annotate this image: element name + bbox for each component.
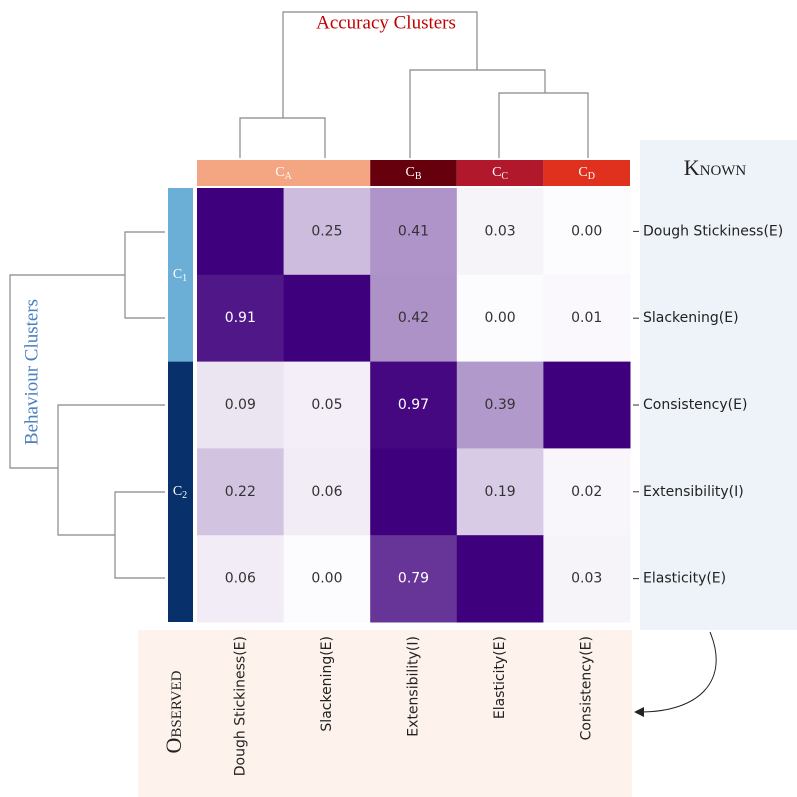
cell — [456, 361, 544, 449]
cell — [283, 274, 371, 363]
col-cluster-bar — [456, 160, 544, 186]
cell — [370, 361, 458, 449]
left-dendrogram — [9, 231, 165, 579]
cell — [370, 535, 458, 623]
cluster-letter: C — [405, 165, 414, 180]
cell — [543, 535, 631, 623]
cell — [197, 274, 285, 363]
row-label: Extensibility(I) — [643, 484, 744, 500]
cluster-sub: D — [588, 171, 595, 182]
cell-label: 0.39 — [485, 397, 516, 413]
cluster-sub: 2 — [182, 490, 187, 501]
cell-label: 0.00 — [311, 571, 342, 587]
col-cluster-label: CA — [275, 165, 292, 182]
known-label: Known — [684, 155, 747, 180]
cell-label: 0.06 — [311, 484, 342, 500]
row-cluster-bar — [168, 361, 193, 622]
cell — [456, 448, 544, 536]
cell-label: 0.03 — [571, 571, 602, 587]
y-axis-title: Behaviour Clusters — [21, 299, 42, 445]
cell-label: 0.97 — [398, 397, 429, 413]
cell-label: 0.01 — [571, 310, 602, 326]
cluster-letter: C — [578, 165, 587, 180]
row-label: Consistency(E) — [643, 397, 747, 413]
cluster-letter: C — [173, 484, 182, 499]
row-cluster-label: C2 — [173, 484, 187, 501]
cell-label: 0.05 — [311, 397, 342, 413]
cell-label: 0.79 — [398, 571, 429, 587]
cell — [543, 361, 631, 449]
cell — [197, 535, 285, 623]
cell — [543, 448, 631, 536]
cell-label: 0.06 — [225, 571, 256, 587]
col-label: Dough Stickiness(E) — [232, 636, 248, 776]
cluster-sub: 1 — [182, 273, 187, 284]
col-cluster-label: CB — [405, 165, 421, 182]
col-label: Slackening(E) — [319, 636, 335, 732]
cell-label: 0.91 — [225, 310, 256, 326]
cell-label: 0.00 — [571, 223, 602, 239]
row-label: Dough Stickiness(E) — [643, 223, 783, 239]
cell — [456, 535, 544, 623]
col-label: Elasticity(E) — [492, 636, 508, 719]
cell — [370, 188, 458, 276]
cell-label: 0.09 — [225, 397, 256, 413]
cell — [283, 361, 371, 449]
cell — [456, 188, 544, 276]
col-cluster-label: CC — [492, 165, 508, 182]
cell — [283, 448, 371, 536]
observed-panel — [138, 630, 632, 797]
row-label: Slackening(E) — [643, 310, 739, 326]
cell-label: 0.25 — [311, 223, 342, 239]
cell — [197, 361, 285, 449]
col-cluster-bar — [543, 160, 630, 186]
observed-label: Observed — [161, 670, 186, 753]
cluster-sub: A — [285, 171, 293, 182]
col-label: Consistency(E) — [579, 636, 595, 740]
cell-label: 0.00 — [485, 310, 516, 326]
row-cluster-label: C1 — [173, 267, 187, 284]
cluster-letter: C — [275, 165, 284, 180]
col-cluster-bar — [197, 160, 371, 186]
cluster-letter: C — [173, 267, 182, 282]
top-dendrogram — [239, 11, 589, 158]
cell-label: 0.42 — [398, 310, 429, 326]
cluster-sub: C — [501, 171, 508, 182]
col-label: Extensibility(I) — [406, 636, 422, 737]
cell — [283, 188, 371, 276]
cell-label: 0.03 — [485, 223, 516, 239]
arrow — [639, 631, 717, 713]
cell — [197, 188, 285, 276]
cell — [370, 274, 458, 363]
cell — [370, 448, 458, 536]
known-panel — [640, 140, 797, 630]
row-label: Elasticity(E) — [643, 571, 726, 587]
cell — [456, 274, 544, 363]
cluster-sub: B — [415, 171, 422, 182]
col-cluster-label: CD — [578, 165, 595, 182]
cell — [543, 188, 631, 276]
cell-label: 0.19 — [485, 484, 516, 500]
row-cluster-bar — [168, 188, 193, 362]
arrowhead — [634, 707, 644, 717]
cell — [283, 535, 371, 623]
cell — [197, 448, 285, 536]
col-cluster-bar — [370, 160, 457, 186]
cell-label: 0.22 — [225, 484, 256, 500]
cell — [543, 274, 631, 363]
cluster-letter: C — [492, 165, 501, 180]
cell-label: 0.02 — [571, 484, 602, 500]
cell-label: 0.41 — [398, 223, 429, 239]
chart-title: Accuracy Clusters — [316, 12, 456, 33]
